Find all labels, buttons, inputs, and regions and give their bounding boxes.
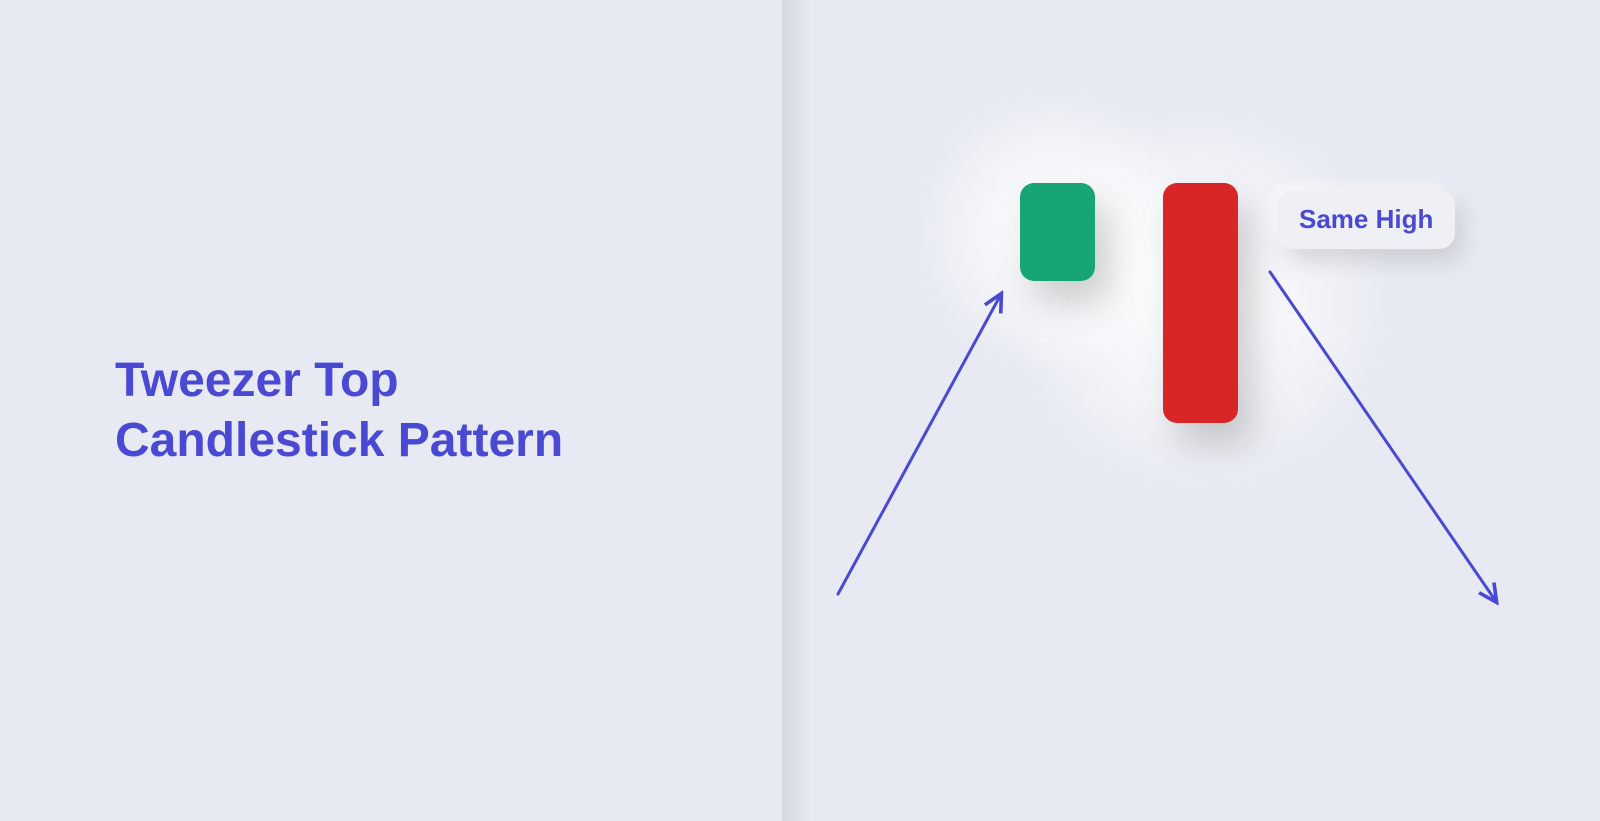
main-title: Tweezer Top Candlestick Pattern [115,351,563,471]
title-line-1: Tweezer Top [115,354,399,407]
arrow-downtrend-icon [782,0,1600,821]
infographic-container: Tweezer Top Candlestick Pattern Same Hig… [0,0,1600,821]
title-line-2: Candlestick Pattern [115,414,563,467]
right-panel: Same High [782,0,1600,821]
left-panel: Tweezer Top Candlestick Pattern [0,0,782,821]
